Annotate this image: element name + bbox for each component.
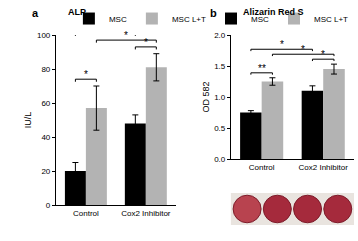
svg-text:MSC: MSC: [251, 15, 269, 24]
svg-text:*: *: [144, 37, 148, 48]
svg-text:*: *: [301, 44, 305, 55]
svg-text:0.5: 0.5: [214, 124, 226, 133]
svg-text:Cox2 Inhibitor: Cox2 Inhibitor: [299, 163, 349, 172]
svg-text:a: a: [32, 7, 39, 19]
svg-text:Cox2 Inhibitor: Cox2 Inhibitor: [121, 209, 171, 218]
svg-text:40: 40: [41, 133, 50, 142]
svg-text:MSC L+T: MSC L+T: [314, 15, 348, 24]
svg-text:MSC: MSC: [109, 15, 127, 24]
svg-text:OD 582: OD 582: [201, 81, 211, 112]
svg-text:0: 0: [46, 201, 51, 210]
svg-text:Control: Control: [249, 163, 275, 172]
svg-text:60: 60: [41, 99, 50, 108]
svg-text:Control: Control: [73, 209, 99, 218]
svg-text:*: *: [124, 30, 128, 41]
svg-text:20: 20: [41, 167, 50, 176]
svg-text:*: *: [84, 69, 88, 80]
svg-text:1.0: 1.0: [214, 93, 226, 102]
svg-text:2.0: 2.0: [214, 31, 226, 40]
svg-text:Alizarin Red S: Alizarin Red S: [243, 7, 304, 17]
svg-text:MSC L+T: MSC L+T: [172, 15, 206, 24]
svg-text:*: *: [321, 49, 325, 60]
svg-text:b: b: [210, 7, 217, 19]
svg-text:0.0: 0.0: [214, 155, 226, 164]
svg-text:100: 100: [37, 31, 51, 40]
svg-text:IU/L: IU/L: [23, 112, 33, 129]
svg-text:*: *: [280, 39, 284, 50]
svg-text:80: 80: [41, 65, 50, 74]
svg-text:**: **: [258, 63, 266, 74]
svg-text:1.5: 1.5: [214, 62, 226, 71]
svg-text:ALP: ALP: [68, 7, 86, 17]
